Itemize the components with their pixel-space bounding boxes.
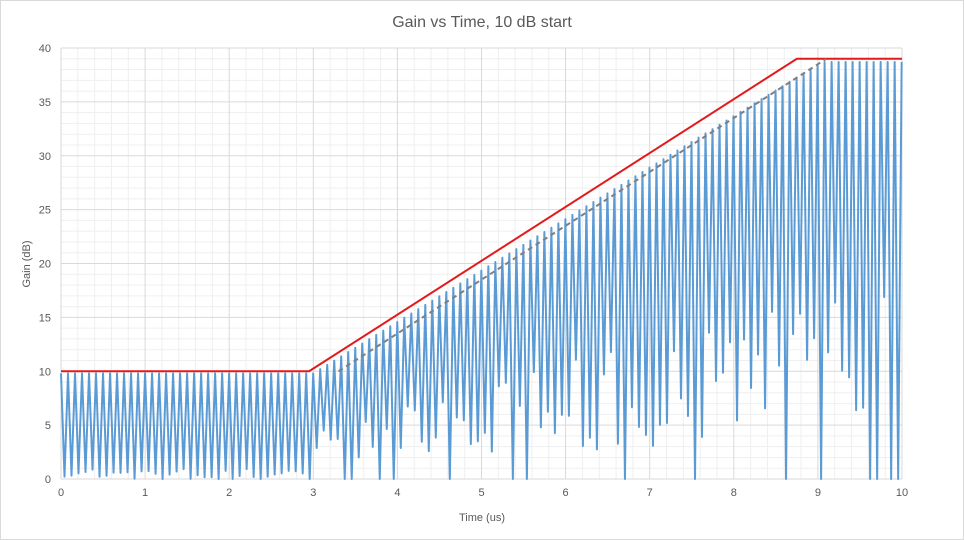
x-tick-label: 4 xyxy=(394,487,400,499)
x-tick-label: 6 xyxy=(563,487,569,499)
y-tick-label: 40 xyxy=(39,43,51,55)
x-tick-label: 7 xyxy=(647,487,653,499)
y-tick-label: 25 xyxy=(39,205,51,217)
x-tick-label: 10 xyxy=(896,487,908,499)
series-layer xyxy=(60,57,903,480)
y-tick-label: 35 xyxy=(39,97,51,109)
x-tick-label: 8 xyxy=(731,487,737,499)
x-tick-label: 1 xyxy=(142,487,148,499)
y-tick-label: 10 xyxy=(39,366,51,378)
y-axis-title: Gain (dB) xyxy=(21,240,33,287)
x-tick-label: 9 xyxy=(815,487,821,499)
gain-trend-dashed-line xyxy=(337,57,827,373)
x-tick-label: 0 xyxy=(58,487,64,499)
y-tick-label: 30 xyxy=(39,151,51,163)
y-tick-label: 0 xyxy=(45,474,51,486)
y-tick-label: 20 xyxy=(39,259,51,271)
x-tick-label: 2 xyxy=(226,487,232,499)
tick-labels: 0 1 2 3 4 5 6 7 8 9 10 0 5 10 15 20 25 30 35 40 xyxy=(39,43,908,499)
x-tick-label: 3 xyxy=(310,487,316,499)
gain-oscillation-line xyxy=(60,61,903,480)
gain-limit-line xyxy=(61,57,902,373)
y-tick-label: 5 xyxy=(45,420,51,432)
x-axis-title: Time (us) xyxy=(459,512,505,524)
x-tick-label: 5 xyxy=(478,487,484,499)
y-tick-label: 15 xyxy=(39,312,51,324)
chart-title: Gain vs Time, 10 dB start xyxy=(392,14,572,31)
